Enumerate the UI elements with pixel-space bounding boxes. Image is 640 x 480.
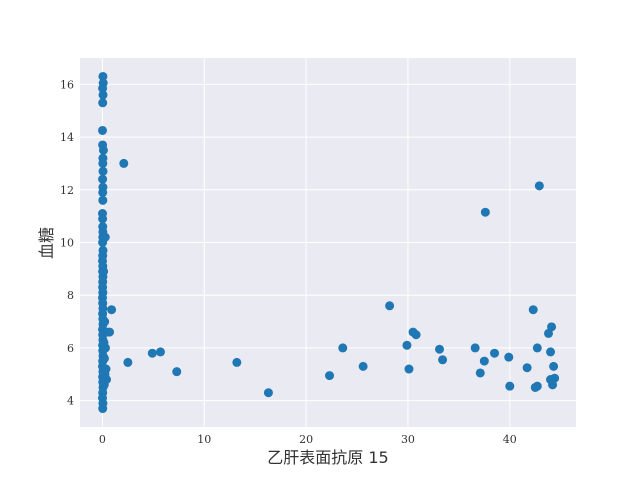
data-point (98, 83, 108, 93)
data-point (470, 343, 480, 353)
data-point (402, 340, 412, 350)
data-point (232, 357, 242, 367)
data-point (404, 364, 414, 374)
data-points (98, 71, 560, 414)
data-point (98, 404, 108, 414)
grid-lines (80, 58, 576, 427)
data-point (155, 347, 165, 357)
data-point (528, 305, 538, 315)
data-point (479, 356, 489, 366)
data-point (490, 348, 500, 358)
data-point (98, 166, 108, 176)
data-point (98, 214, 108, 224)
data-point (172, 367, 182, 377)
data-point (385, 301, 395, 311)
data-point (532, 381, 542, 391)
y-tick-label: 12 (60, 184, 74, 197)
y-tick-labels: 4 6 8 10 12 14 16 (60, 78, 74, 407)
data-point (98, 158, 108, 168)
data-point (100, 317, 110, 327)
data-point (263, 388, 273, 398)
data-point (98, 145, 108, 155)
data-point (98, 187, 108, 197)
data-point (532, 343, 542, 353)
data-point (549, 361, 559, 371)
data-point (475, 368, 485, 378)
data-point (100, 343, 110, 353)
data-point (123, 357, 133, 367)
data-point (547, 322, 557, 332)
x-tick-label: 10 (197, 433, 211, 446)
x-tick-label: 20 (299, 433, 313, 446)
x-axis-label: 乙肝表面抗原 15 (267, 448, 388, 467)
data-point (147, 348, 157, 358)
x-tick-labels: 0 10 20 30 40 (99, 433, 517, 446)
y-tick-label: 16 (60, 78, 74, 91)
data-point (98, 125, 108, 135)
data-point (105, 327, 115, 337)
data-point (505, 381, 515, 391)
data-point (100, 232, 110, 242)
y-tick-label: 6 (67, 342, 74, 355)
data-point (480, 207, 490, 217)
data-point (522, 363, 532, 373)
x-tick-label: 0 (99, 433, 106, 446)
x-tick-label: 30 (401, 433, 415, 446)
data-point (435, 344, 445, 354)
y-tick-label: 14 (60, 131, 74, 144)
data-point (107, 305, 117, 315)
data-point (534, 181, 544, 191)
data-point (325, 371, 335, 381)
data-point (99, 353, 109, 363)
data-point (98, 90, 108, 100)
y-tick-label: 8 (67, 289, 74, 302)
y-tick-label: 4 (67, 395, 74, 408)
data-point (101, 375, 111, 385)
y-tick-label: 10 (60, 237, 74, 250)
data-point (98, 71, 108, 81)
data-point (504, 352, 514, 362)
data-point (338, 343, 348, 353)
data-point (98, 98, 108, 108)
data-point (546, 347, 556, 357)
data-point (98, 174, 108, 184)
data-point (101, 364, 111, 374)
data-point (98, 195, 108, 205)
x-tick-label: 40 (503, 433, 517, 446)
data-point (119, 158, 129, 168)
data-point (358, 361, 368, 371)
data-point (99, 266, 109, 276)
data-point (438, 355, 448, 365)
y-axis-label: 血糖 (37, 227, 56, 259)
data-point (411, 330, 421, 340)
data-point (550, 373, 560, 383)
